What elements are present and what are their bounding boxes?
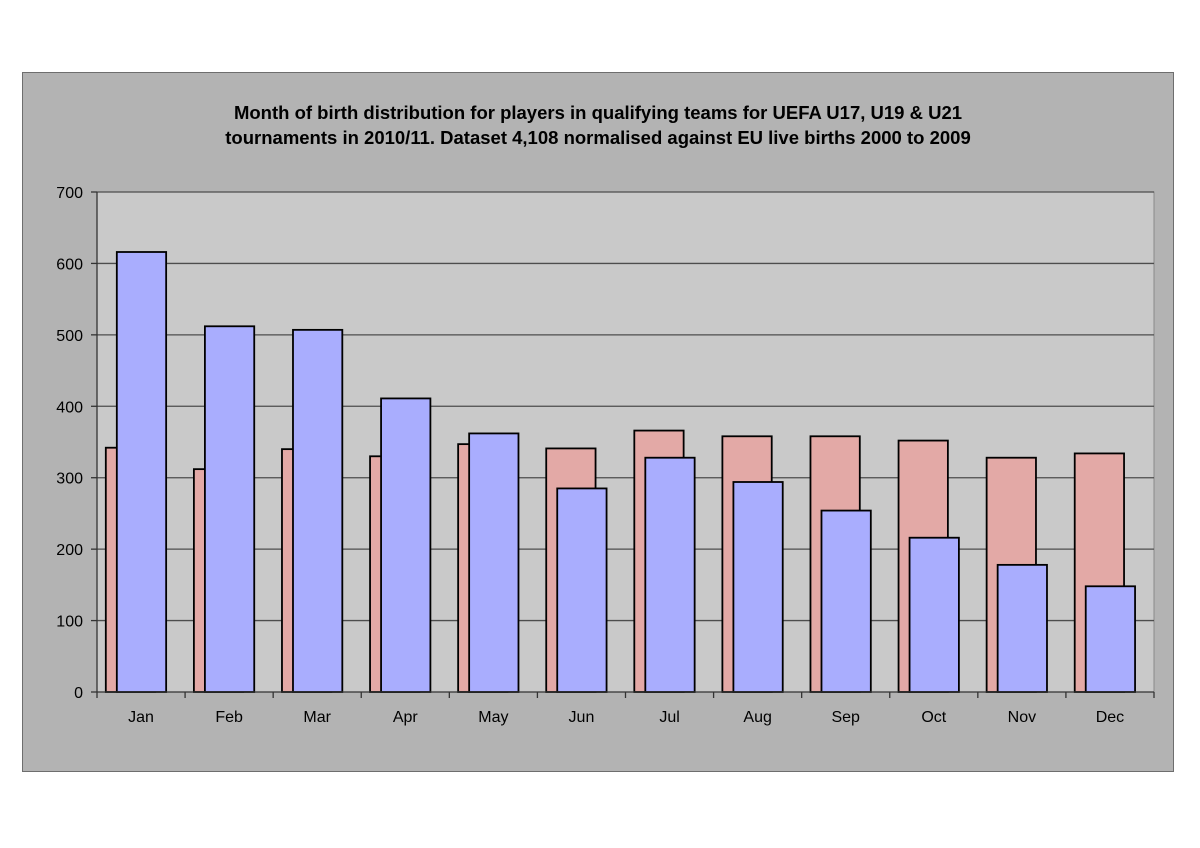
bar-nov-series-2 xyxy=(996,563,1048,693)
y-tick-label: 400 xyxy=(56,399,83,416)
y-tick-label: 500 xyxy=(56,328,83,345)
x-tick-label: Jul xyxy=(659,709,679,726)
x-tick-label: Feb xyxy=(215,709,243,726)
bar-may-series-2 xyxy=(468,432,520,693)
y-tick-label: 200 xyxy=(56,542,83,559)
x-tick-label: Jan xyxy=(128,709,154,726)
bar-dec-series-2 xyxy=(1084,585,1136,693)
chart-title-line-2: tournaments in 2010/11. Dataset 4,108 no… xyxy=(225,127,971,148)
bar-aug-series-2 xyxy=(732,481,784,693)
bar-sep-series-2 xyxy=(820,509,872,693)
x-tick-label: Sep xyxy=(831,709,860,726)
y-tick-label: 300 xyxy=(56,471,83,488)
x-tick-label: Oct xyxy=(921,709,946,726)
bar-jun-series-2 xyxy=(556,487,608,693)
chart-title-line-1: Month of birth distribution for players … xyxy=(233,102,963,123)
x-tick-label: Mar xyxy=(303,709,331,726)
bar-mar-series-2 xyxy=(292,328,344,693)
bar-jan-series-2 xyxy=(115,251,168,693)
bar-apr-series-2 xyxy=(380,397,432,693)
y-tick-label: 600 xyxy=(56,256,83,273)
y-tick-label: 0 xyxy=(74,685,83,702)
x-tick-label: Nov xyxy=(1008,709,1036,726)
plot-area xyxy=(96,191,1155,693)
x-tick-label: May xyxy=(478,709,508,726)
bar-feb-series-2 xyxy=(204,325,256,693)
y-tick-label: 700 xyxy=(56,185,83,202)
chart-title: Month of birth distribution for players … xyxy=(22,100,1174,150)
bar-oct-series-2 xyxy=(908,536,960,693)
y-tick-label: 100 xyxy=(56,614,83,631)
bar-jul-series-2 xyxy=(644,456,696,693)
x-tick-label: Aug xyxy=(743,709,771,726)
x-tick-label: Jun xyxy=(569,709,595,726)
x-tick-label: Apr xyxy=(393,709,419,726)
x-tick-label: Dec xyxy=(1096,709,1124,726)
